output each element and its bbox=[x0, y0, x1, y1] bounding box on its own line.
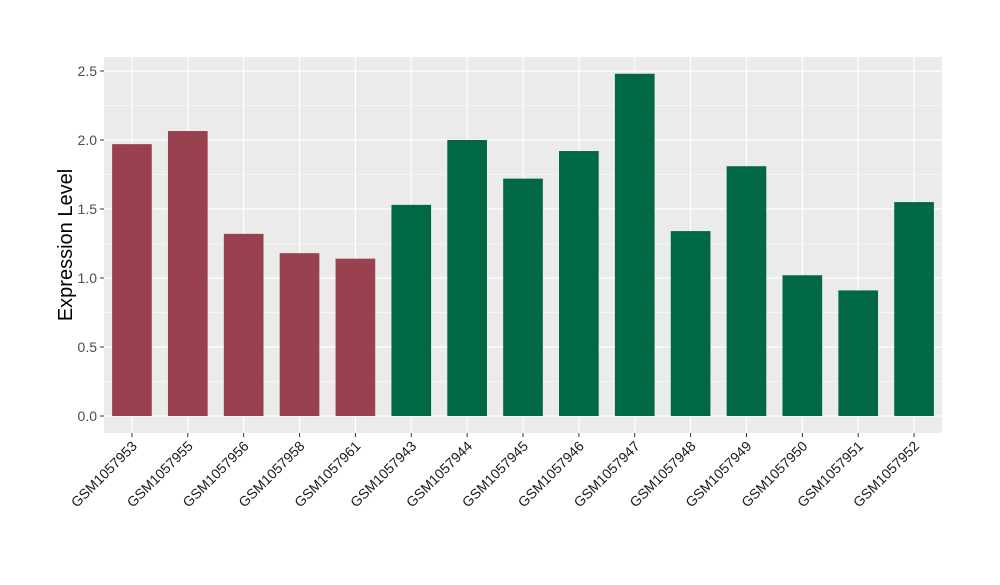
bar-GSM1057952 bbox=[894, 202, 934, 416]
bar-GSM1057944 bbox=[447, 140, 487, 416]
y-axis: 0.0 0.5 1.0 1.5 2.0 2.5 bbox=[78, 63, 104, 424]
bar-GSM1057947 bbox=[614, 73, 655, 416]
y-tick-label: 1.0 bbox=[78, 270, 98, 286]
bar-GSM1057953 bbox=[112, 144, 152, 416]
bar-GSM1057943 bbox=[391, 204, 432, 416]
bar-GSM1057958 bbox=[279, 253, 320, 416]
bar-GSM1057950 bbox=[782, 275, 823, 416]
bars bbox=[112, 73, 934, 417]
bar-GSM1057946 bbox=[559, 151, 599, 417]
bar-GSM1057945 bbox=[503, 178, 543, 416]
bar-GSM1057961 bbox=[335, 258, 376, 416]
bar-GSM1057948 bbox=[670, 231, 711, 416]
y-axis-label: Expression Level bbox=[55, 169, 77, 321]
y-tick-label: 0.0 bbox=[78, 408, 98, 424]
y-tick-label: 2.5 bbox=[78, 63, 98, 79]
x-axis: GSM1057953GSM1057955GSM1057956GSM1057958… bbox=[68, 433, 922, 510]
bar-GSM1057949 bbox=[726, 166, 767, 416]
bar-GSM1057955 bbox=[167, 131, 208, 416]
bar-GSM1057951 bbox=[838, 290, 879, 416]
y-tick-label: 1.5 bbox=[78, 201, 98, 217]
y-tick-label: 0.5 bbox=[78, 339, 98, 355]
bar-GSM1057956 bbox=[223, 233, 264, 416]
y-tick-label: 2.0 bbox=[78, 132, 98, 148]
